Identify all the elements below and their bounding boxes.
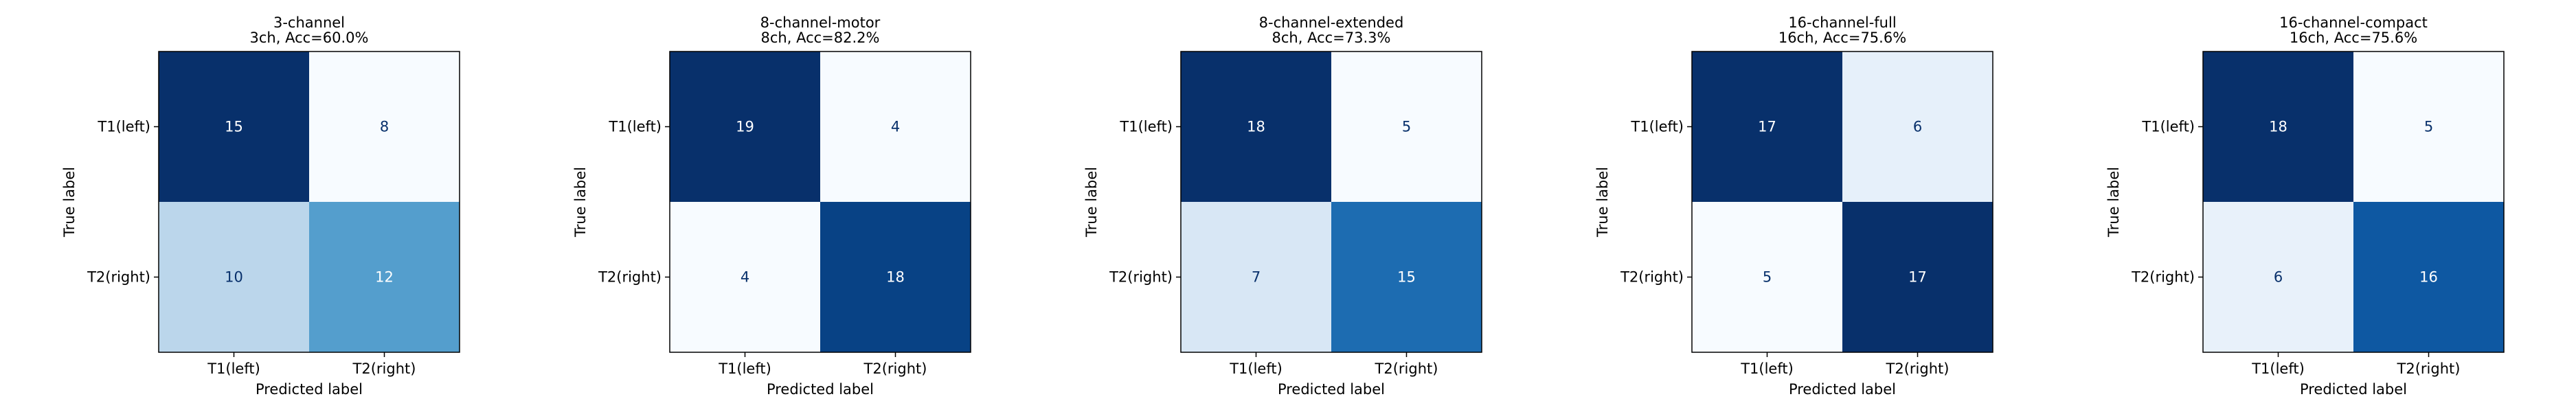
cell-value-label: 17 xyxy=(1908,269,1927,286)
panel-subtitle: 16ch, Acc=75.6% xyxy=(2290,30,2417,46)
panel-subtitle: 8ch, Acc=82.2% xyxy=(761,30,880,46)
cell-value-label: 12 xyxy=(375,269,394,286)
cell-value-label: 6 xyxy=(2274,269,2283,286)
y-axis-label: True label xyxy=(1083,167,1100,238)
cell-value-label: 16 xyxy=(2419,269,2438,286)
y-tick-label: T2(right) xyxy=(598,269,662,286)
matrix-cell xyxy=(1692,52,1842,202)
matrix-cell xyxy=(820,52,971,202)
matrix-cell xyxy=(1331,202,1482,352)
cell-value-label: 7 xyxy=(1252,269,1261,286)
y-tick-label: T1(left) xyxy=(2141,119,2195,135)
panel-title: 3-channel xyxy=(273,14,345,31)
x-tick-label: T1(left) xyxy=(1229,360,1283,377)
panel-title: 16-channel-compact xyxy=(2279,14,2428,31)
x-tick-label: T1(left) xyxy=(718,360,771,377)
matrix-cell xyxy=(2203,52,2353,202)
cell-value-label: 19 xyxy=(736,119,754,135)
matrix-cell xyxy=(309,52,460,202)
cell-value-label: 17 xyxy=(1758,119,1776,135)
matrix-cell xyxy=(1181,202,1331,352)
x-tick-label: T2(right) xyxy=(1886,360,1950,377)
y-axis-label: True label xyxy=(61,167,78,238)
plot-frame xyxy=(158,51,460,353)
y-tick-label: T2(right) xyxy=(1620,269,1684,286)
matrix-cell xyxy=(820,202,971,352)
x-axis-label: Predicted label xyxy=(1789,381,1896,398)
y-axis-label: True label xyxy=(2105,167,2122,238)
x-tick-label: T2(right) xyxy=(1375,360,1438,377)
panel-title: 8-channel-motor xyxy=(760,14,881,31)
cell-value-label: 15 xyxy=(225,119,243,135)
cell-value-label: 6 xyxy=(1913,119,1922,135)
matrix-cell xyxy=(1181,52,1331,202)
matrix-cell xyxy=(1842,52,1993,202)
cell-value-label: 18 xyxy=(1247,119,1265,135)
matrix-cell xyxy=(159,52,309,202)
matrix-cell xyxy=(1842,202,1993,352)
x-axis-label: Predicted label xyxy=(2300,381,2407,398)
x-tick-label: T2(right) xyxy=(863,360,927,377)
y-tick-label: T1(left) xyxy=(608,119,662,135)
matrix-cell xyxy=(2353,202,2504,352)
cell-value-label: 5 xyxy=(1402,119,1411,135)
cell-value-label: 5 xyxy=(1763,269,1772,286)
plot-frame xyxy=(1691,51,1993,353)
x-tick-label: T2(right) xyxy=(352,360,416,377)
x-axis-label: Predicted label xyxy=(1278,381,1385,398)
panel-subtitle: 16ch, Acc=75.6% xyxy=(1778,30,1906,46)
panel-title: 16-channel-full xyxy=(1788,14,1896,31)
y-tick-label: T2(right) xyxy=(2131,269,2195,286)
x-tick-label: T1(left) xyxy=(1740,360,1794,377)
matrix-cell xyxy=(670,52,820,202)
panel-subtitle: 8ch, Acc=73.3% xyxy=(1272,30,1391,46)
y-tick-label: T1(left) xyxy=(1630,119,1684,135)
matrix-cell xyxy=(1692,202,1842,352)
matrix-cell xyxy=(670,202,820,352)
x-axis-label: Predicted label xyxy=(256,381,363,398)
x-axis-label: Predicted label xyxy=(767,381,874,398)
cell-value-label: 8 xyxy=(380,119,389,135)
cell-value-label: 4 xyxy=(741,269,749,286)
x-tick-label: T1(left) xyxy=(2251,360,2305,377)
matrix-cell xyxy=(2203,202,2353,352)
x-tick-label: T1(left) xyxy=(207,360,260,377)
panel-title: 8-channel-extended xyxy=(1259,14,1404,31)
y-tick-label: T2(right) xyxy=(1109,269,1173,286)
cell-value-label: 5 xyxy=(2424,119,2433,135)
x-tick-label: T2(right) xyxy=(2397,360,2461,377)
y-axis-label: True label xyxy=(572,167,589,238)
cell-value-label: 15 xyxy=(1397,269,1416,286)
y-tick-label: T1(left) xyxy=(97,119,150,135)
matrix-cell xyxy=(159,202,309,352)
cell-value-label: 10 xyxy=(225,269,243,286)
cell-value-label: 18 xyxy=(886,269,905,286)
cell-value-label: 18 xyxy=(2269,119,2287,135)
plot-frame xyxy=(1180,51,1482,353)
y-axis-label: True label xyxy=(1594,167,1611,238)
plot-frame xyxy=(2202,51,2505,353)
y-tick-label: T1(left) xyxy=(1119,119,1173,135)
matrix-cell xyxy=(309,202,460,352)
plot-frame xyxy=(669,51,971,353)
matrix-cell xyxy=(2353,52,2504,202)
y-tick-label: T2(right) xyxy=(87,269,150,286)
panel-subtitle: 3ch, Acc=60.0% xyxy=(250,30,369,46)
cell-value-label: 4 xyxy=(891,119,900,135)
matrix-cell xyxy=(1331,52,1482,202)
